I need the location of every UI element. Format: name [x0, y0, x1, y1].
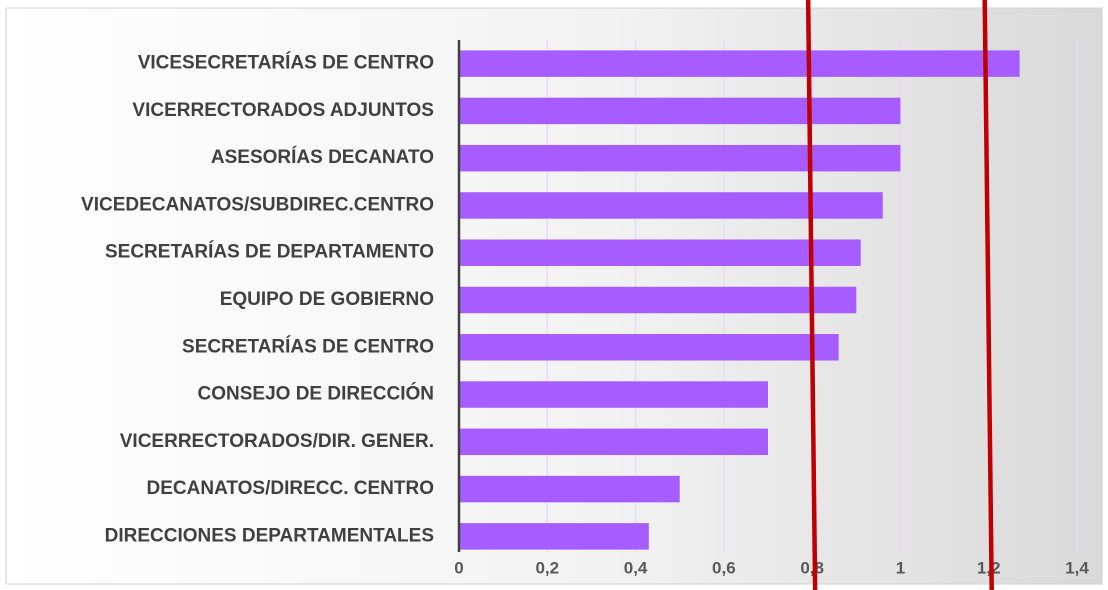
bar	[459, 192, 883, 219]
y-tick-label: VICERRECTORADOS/DIR. GENER.	[120, 431, 434, 452]
bar	[459, 286, 857, 314]
x-tick-label: 0,4	[624, 558, 648, 577]
y-tick-label: DECANATOS/DIRECC. CENTRO	[147, 478, 434, 499]
y-tick-label: DIRECCIONES DEPARTAMENTALES	[105, 525, 434, 546]
x-tick-label: 0,2	[535, 558, 559, 577]
x-tick-label: 1,4	[1065, 558, 1089, 577]
y-tick-label: ASESORÍAS DECANATO	[211, 146, 434, 168]
bar	[459, 50, 1020, 77]
bar	[459, 381, 768, 408]
y-tick-label: SECRETARÍAS DE DEPARTAMENTO	[105, 241, 434, 263]
bar	[459, 523, 649, 550]
x-tick-label: 0	[454, 558, 463, 577]
y-tick-label: EQUIPO DE GOBIERNO	[220, 289, 434, 310]
bar	[459, 97, 901, 125]
x-tick-label: 1	[896, 558, 905, 577]
x-tick-label: 1,2	[977, 558, 1001, 577]
y-tick-label: SECRETARÍAS DE CENTRO	[182, 335, 434, 357]
bar	[459, 428, 768, 456]
bar	[459, 475, 680, 503]
reference-line	[805, 0, 818, 590]
y-tick-label: VICEDECANATOS/SUBDIREC.CENTRO	[81, 194, 434, 215]
y-tick-label: VICESECRETARÍAS DE CENTRO	[138, 52, 434, 74]
x-tick-label: 0,8	[800, 558, 824, 577]
bar	[459, 144, 901, 172]
bar	[459, 334, 839, 361]
x-tick-label: 0,6	[712, 558, 736, 577]
reference-line	[982, 0, 994, 590]
bar	[459, 239, 861, 266]
y-tick-label: VICERRECTORADOS ADJUNTOS	[132, 100, 434, 121]
y-tick-label: CONSEJO DE DIRECCIÓN	[198, 383, 434, 405]
